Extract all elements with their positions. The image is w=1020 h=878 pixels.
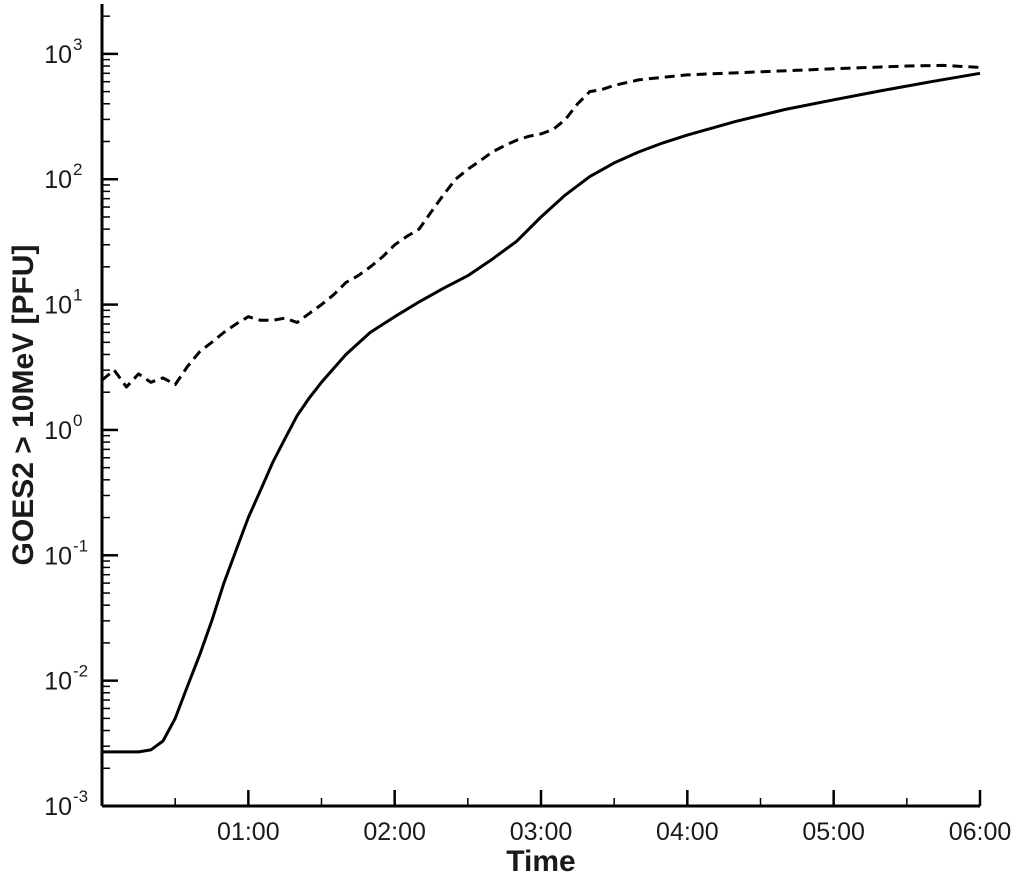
y-tick-exponent: 3 [73,35,82,54]
x-tick-label: 05:00 [802,818,865,846]
x-axis-title: Time [506,845,575,878]
y-tick-label: 10 [44,292,72,320]
y-tick-exponent: 0 [73,411,82,430]
y-tick-exponent: -3 [73,787,88,806]
y-axis-title: GOES2 > 10MeV [PFU] [7,245,40,566]
y-tick-exponent: 1 [73,286,82,305]
x-tick-label: 01:00 [217,818,280,846]
series-solid-line [102,71,981,754]
y-tick-label: 10 [44,166,72,194]
x-axis-ticks: 01:00 02:00 03:00 04:00 05:00 06:00 [174,790,1012,846]
y-tick-label: 10 [44,793,72,821]
plot-area [101,63,981,754]
series-dashed-line [101,63,981,389]
y-tick-exponent: -1 [73,536,88,555]
x-tick-label: 03:00 [510,818,573,846]
y-tick-label: 10 [44,668,72,696]
y-tick-label: 10 [44,417,72,445]
x-tick-label: 04:00 [656,818,719,846]
x-tick-label: 02:00 [363,818,426,846]
y-tick-label: 10 [44,542,72,570]
y-tick-label: 10 [44,41,72,69]
y-tick-exponent: -2 [73,662,88,681]
x-tick-label: 06:00 [949,818,1012,846]
y-tick-exponent: 2 [73,160,82,179]
